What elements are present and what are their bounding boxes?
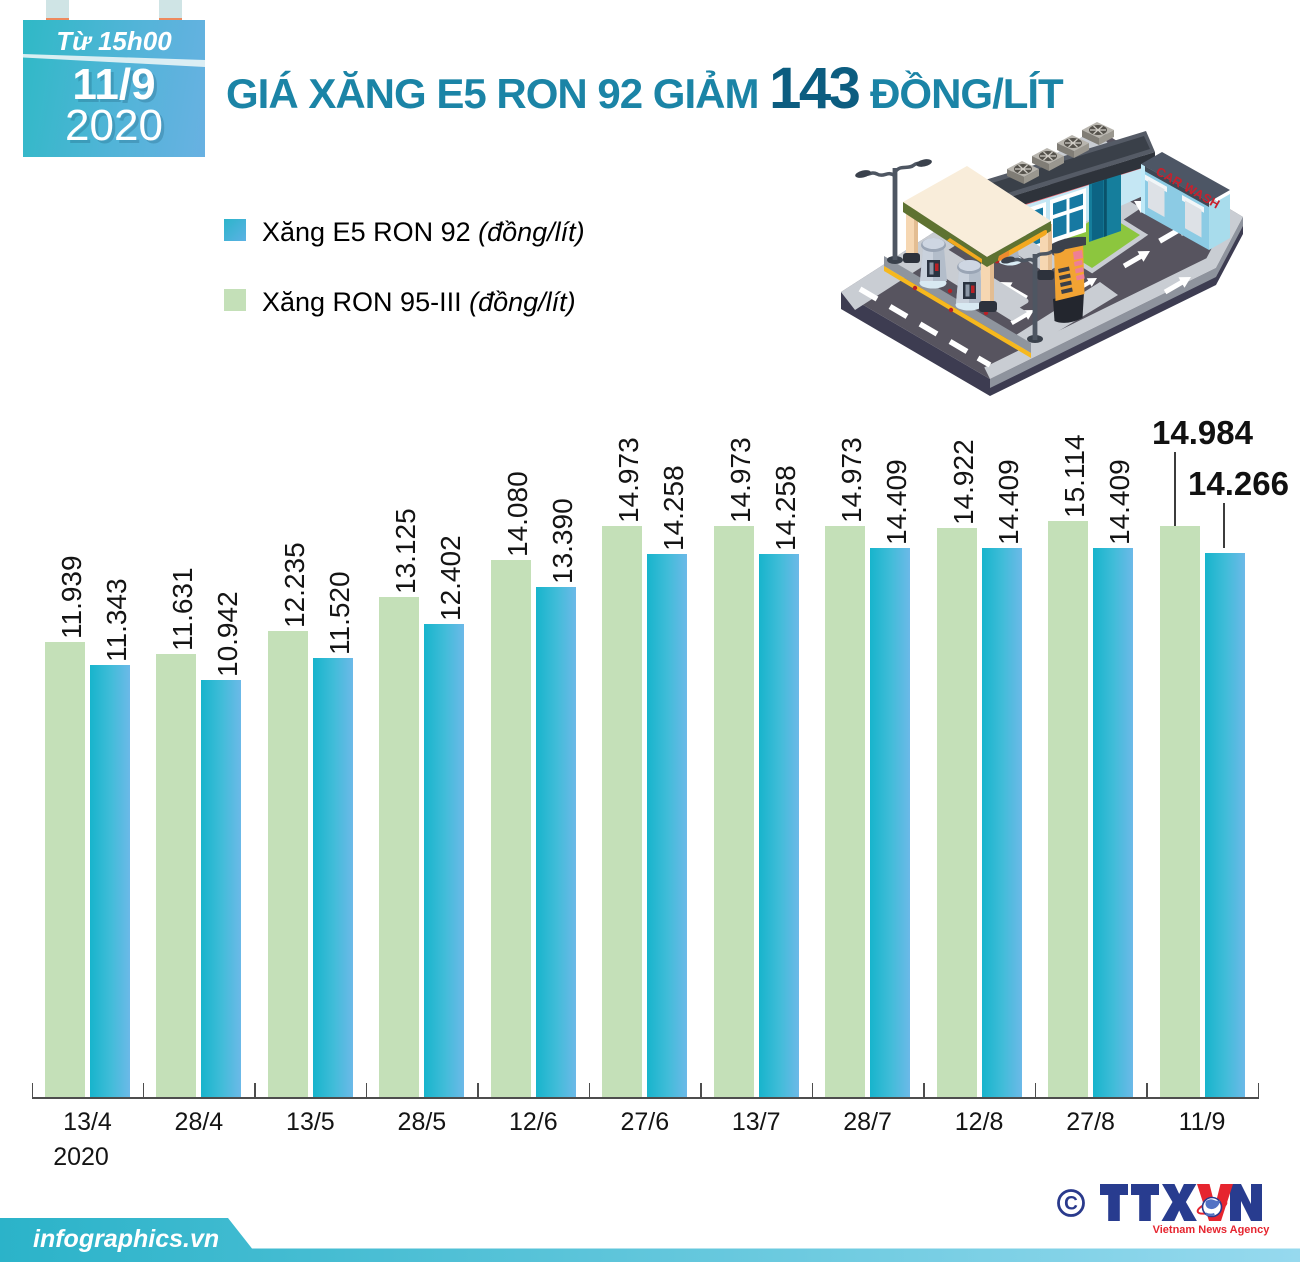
svg-text:Vietnam News Agency: Vietnam News Agency: [1153, 1224, 1271, 1236]
svg-text:C: C: [1064, 1194, 1078, 1215]
